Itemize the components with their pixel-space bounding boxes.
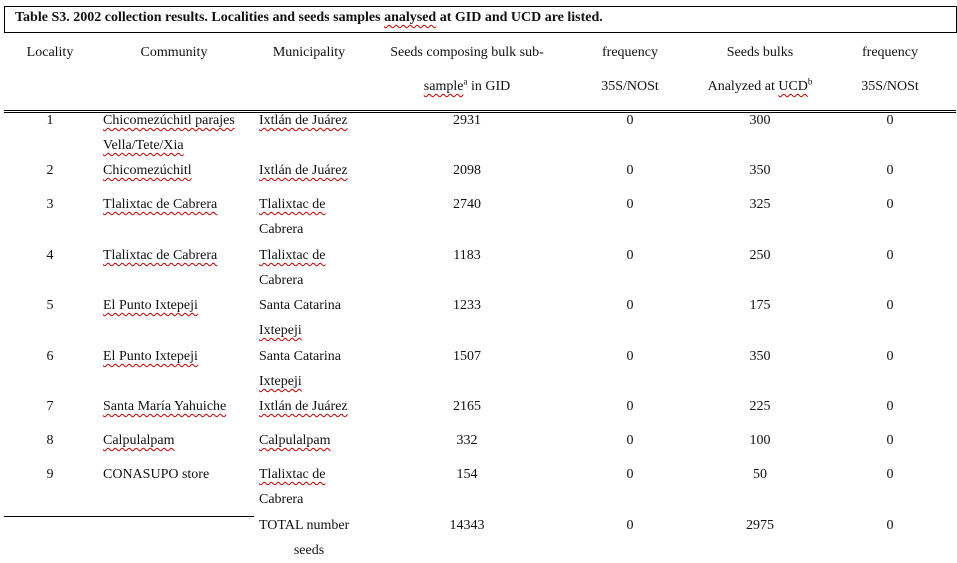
cell-locality: 9 bbox=[46, 467, 54, 482]
cell-community-line2: Vella/Tete/Xia bbox=[103, 138, 184, 153]
cell-seeds-gid: 1183 bbox=[453, 248, 481, 263]
cell-municipality: Tlalixtac de bbox=[259, 197, 326, 212]
cell-frequency-1: 0 bbox=[626, 248, 634, 263]
cell-frequency-2: 0 bbox=[886, 248, 894, 263]
cell-seeds-ucd: 325 bbox=[749, 197, 771, 212]
cell-community: Chicomezúchitl bbox=[103, 163, 192, 178]
cell-locality: 6 bbox=[46, 349, 54, 364]
table-caption: Table S3. 2002 collection results. Local… bbox=[15, 10, 603, 26]
caption-text-end: at GID and UCD are listed. bbox=[436, 10, 603, 25]
cell-community: Calpulalpam bbox=[103, 433, 175, 448]
cell-municipality-line2: Cabrera bbox=[259, 222, 304, 237]
total-frequency-1: 0 bbox=[626, 518, 634, 533]
cell-community: Chicomezúchitl parajes bbox=[103, 113, 235, 128]
header-frequency-1-line1: frequency bbox=[602, 45, 658, 60]
total-seeds-ucd: 2975 bbox=[746, 518, 774, 533]
cell-municipality: Ixtlán de Juárez bbox=[259, 399, 348, 414]
caption-bottom-rule bbox=[4, 32, 956, 33]
cell-frequency-1: 0 bbox=[626, 298, 634, 313]
cell-seeds-ucd: 300 bbox=[749, 113, 771, 128]
cell-frequency-1: 0 bbox=[626, 349, 634, 364]
header-municipality: Municipality bbox=[272, 45, 346, 60]
header-frequency-2-line2: 35S/NOSt bbox=[861, 79, 919, 94]
cell-locality: 8 bbox=[46, 433, 54, 448]
cell-seeds-ucd: 350 bbox=[749, 349, 771, 364]
total-frequency-2: 0 bbox=[886, 518, 894, 533]
cell-municipality: Santa Catarina bbox=[259, 349, 342, 364]
cell-frequency-1: 0 bbox=[626, 163, 634, 178]
cell-frequency-1: 0 bbox=[626, 433, 634, 448]
cell-frequency-2: 0 bbox=[886, 163, 894, 178]
cell-community: Tlalixtac de Cabrera bbox=[103, 248, 218, 263]
header-frequency-2-line1: frequency bbox=[862, 45, 918, 60]
cell-seeds-gid: 1233 bbox=[453, 298, 481, 313]
cell-frequency-2: 0 bbox=[886, 197, 894, 212]
header-bottom-rule bbox=[4, 110, 956, 113]
cell-locality: 7 bbox=[46, 399, 54, 414]
cell-municipality: Calpulalpam bbox=[259, 433, 331, 448]
cell-seeds-gid: 2931 bbox=[453, 113, 481, 128]
cell-seeds-gid: 1507 bbox=[453, 349, 481, 364]
cell-municipality: Santa Catarina bbox=[259, 298, 342, 313]
cell-municipality: Tlalixtac de bbox=[259, 248, 326, 263]
cell-frequency-1: 0 bbox=[626, 399, 634, 414]
header-seeds-gid-line1: Seeds composing bulk sub- bbox=[390, 45, 544, 60]
cell-municipality-line2: Cabrera bbox=[259, 492, 304, 507]
cell-community: Tlalixtac de Cabrera bbox=[103, 197, 218, 212]
cell-locality: 2 bbox=[46, 163, 54, 178]
caption-text-start: Table S3. 2002 collection results. Local… bbox=[15, 10, 385, 25]
cell-frequency-2: 0 bbox=[886, 298, 894, 313]
cell-municipality-line2: Ixtepeji bbox=[259, 323, 302, 338]
cell-municipality: Ixtlán de Juárez bbox=[259, 163, 348, 178]
cell-locality: 5 bbox=[46, 298, 54, 313]
cell-municipality: Ixtlán de Juárez bbox=[259, 113, 348, 128]
cell-seeds-gid: 2098 bbox=[453, 163, 481, 178]
cell-community: CONASUPO store bbox=[103, 467, 210, 482]
cell-community: El Punto Ixtepeji bbox=[103, 349, 198, 364]
cell-seeds-ucd: 100 bbox=[749, 433, 771, 448]
total-seeds-gid: 14343 bbox=[449, 518, 485, 533]
total-label: TOTAL number bbox=[259, 518, 350, 533]
cell-seeds-gid: 2165 bbox=[453, 399, 481, 414]
cell-community: El Punto Ixtepeji bbox=[103, 298, 198, 313]
cell-locality: 3 bbox=[46, 197, 54, 212]
cell-frequency-2: 0 bbox=[886, 399, 894, 414]
table-caption-box: Table S3. 2002 collection results. Local… bbox=[4, 6, 957, 33]
cell-seeds-ucd: 225 bbox=[749, 399, 771, 414]
total-label-line2: seeds bbox=[293, 543, 325, 558]
cell-frequency-2: 0 bbox=[886, 113, 894, 128]
cell-seeds-gid: 154 bbox=[456, 467, 478, 482]
header-community: Community bbox=[140, 45, 208, 60]
cell-seeds-ucd: 50 bbox=[753, 467, 767, 482]
cell-seeds-ucd: 250 bbox=[749, 248, 771, 263]
cell-municipality: Tlalixtac de bbox=[259, 467, 326, 482]
cell-frequency-1: 0 bbox=[626, 467, 634, 482]
cell-community: Santa María Yahuiche bbox=[103, 399, 227, 414]
cell-municipality-line2: Cabrera bbox=[259, 273, 304, 288]
cell-seeds-ucd: 175 bbox=[749, 298, 771, 313]
cell-frequency-2: 0 bbox=[886, 467, 894, 482]
cell-seeds-ucd: 350 bbox=[749, 163, 771, 178]
cell-frequency-2: 0 bbox=[886, 349, 894, 364]
cell-frequency-2: 0 bbox=[886, 433, 894, 448]
cell-locality: 4 bbox=[46, 248, 54, 263]
cell-locality: 1 bbox=[46, 113, 54, 128]
caption-text-analysed: analysed bbox=[384, 10, 437, 25]
header-seed-bulks-line2: Analyzed at UCDb bbox=[707, 76, 813, 94]
table-bottom-rule bbox=[4, 516, 254, 517]
header-seeds-gid-line2: samplea in GID bbox=[423, 76, 511, 94]
cell-seeds-gid: 332 bbox=[456, 433, 478, 448]
cell-frequency-1: 0 bbox=[626, 197, 634, 212]
cell-seeds-gid: 2740 bbox=[453, 197, 481, 212]
cell-frequency-1: 0 bbox=[626, 113, 634, 128]
header-seed-bulks-line1: Seeds bulks bbox=[726, 45, 794, 60]
cell-municipality-line2: Ixtepeji bbox=[259, 374, 302, 389]
header-locality: Locality bbox=[26, 45, 74, 60]
header-frequency-1-line2: 35S/NOSt bbox=[601, 79, 659, 94]
